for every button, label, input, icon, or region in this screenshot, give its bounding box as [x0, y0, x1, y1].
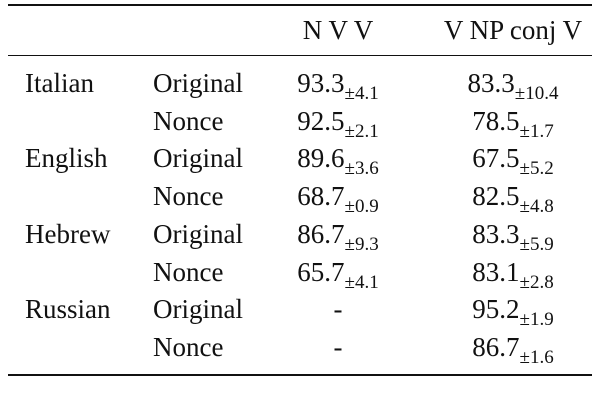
score-cell: 68.7±0.9 — [297, 181, 379, 218]
score-cell: 83.3±5.9 — [472, 218, 554, 255]
score-value: 67.5 — [472, 143, 520, 174]
condition-label: Original — [153, 143, 243, 174]
score-cell: 67.5±5.2 — [472, 143, 554, 180]
score-value: 83.3 — [472, 218, 520, 249]
score-cell: - — [334, 332, 343, 362]
score-cell: - — [334, 294, 343, 324]
score-cell: 89.6±3.6 — [297, 143, 379, 180]
score-cell: 83.3±10.4 — [467, 68, 559, 104]
score-sd: ±1.7 — [519, 120, 554, 142]
score-sd: ±0.9 — [344, 196, 379, 218]
score-value: - — [333, 331, 343, 362]
language-label: Hebrew — [25, 218, 111, 249]
score-sd: ±10.4 — [514, 83, 559, 104]
column-header: N V V — [302, 15, 374, 45]
column-header: V NP conj V — [443, 15, 583, 45]
score-cell: 78.5±1.7 — [472, 105, 554, 142]
score-sd: ±1.9 — [519, 309, 554, 331]
condition-label: Original — [153, 218, 243, 249]
top-rule — [8, 4, 592, 6]
score-cell: 82.5±4.8 — [472, 181, 554, 218]
score-sd: ±2.1 — [344, 120, 379, 142]
score-value: 82.5 — [472, 181, 520, 212]
condition-label: Nonce — [153, 105, 224, 136]
score-value: 65.7 — [297, 256, 345, 287]
score-value: 92.5 — [297, 105, 345, 136]
score-cell: 86.7±9.3 — [297, 218, 379, 255]
bottom-rule — [8, 374, 592, 376]
score-cell: 86.7±1.6 — [472, 331, 554, 368]
score-cell: 93.3±4.1 — [297, 68, 379, 104]
score-value: - — [333, 294, 343, 325]
language-label: Russian — [25, 294, 111, 325]
score-sd: ±3.6 — [344, 158, 379, 180]
mid-rule — [8, 55, 592, 56]
score-value: 83.3 — [467, 68, 515, 98]
score-value: 83.1 — [472, 256, 520, 287]
language-label: English — [25, 143, 108, 174]
score-value: 86.7 — [472, 331, 520, 362]
score-cell: 92.5±2.1 — [297, 105, 379, 142]
score-value: 86.7 — [297, 218, 345, 249]
score-sd: ±1.6 — [519, 346, 554, 368]
condition-label: Nonce — [153, 181, 224, 212]
condition-label: Original — [153, 68, 243, 98]
score-cell: 83.1±2.8 — [472, 256, 554, 293]
score-value: 68.7 — [297, 181, 345, 212]
score-sd: ±5.9 — [519, 233, 554, 255]
score-value: 93.3 — [297, 68, 345, 98]
score-value: 78.5 — [472, 105, 520, 136]
score-sd: ±2.8 — [519, 271, 554, 293]
condition-label: Nonce — [153, 256, 224, 287]
condition-label: Original — [153, 294, 243, 325]
score-cell: 95.2±1.9 — [472, 294, 554, 331]
score-sd: ±4.8 — [519, 196, 554, 218]
score-cell: 65.7±4.1 — [297, 256, 379, 293]
score-sd: ±4.1 — [344, 271, 379, 293]
score-sd: ±5.2 — [519, 158, 554, 180]
score-sd: ±4.1 — [344, 83, 379, 104]
score-sd: ±9.3 — [344, 233, 379, 255]
language-label: Italian — [25, 68, 94, 98]
score-value: 89.6 — [297, 143, 345, 174]
condition-label: Nonce — [153, 331, 224, 362]
score-value: 95.2 — [472, 294, 520, 325]
